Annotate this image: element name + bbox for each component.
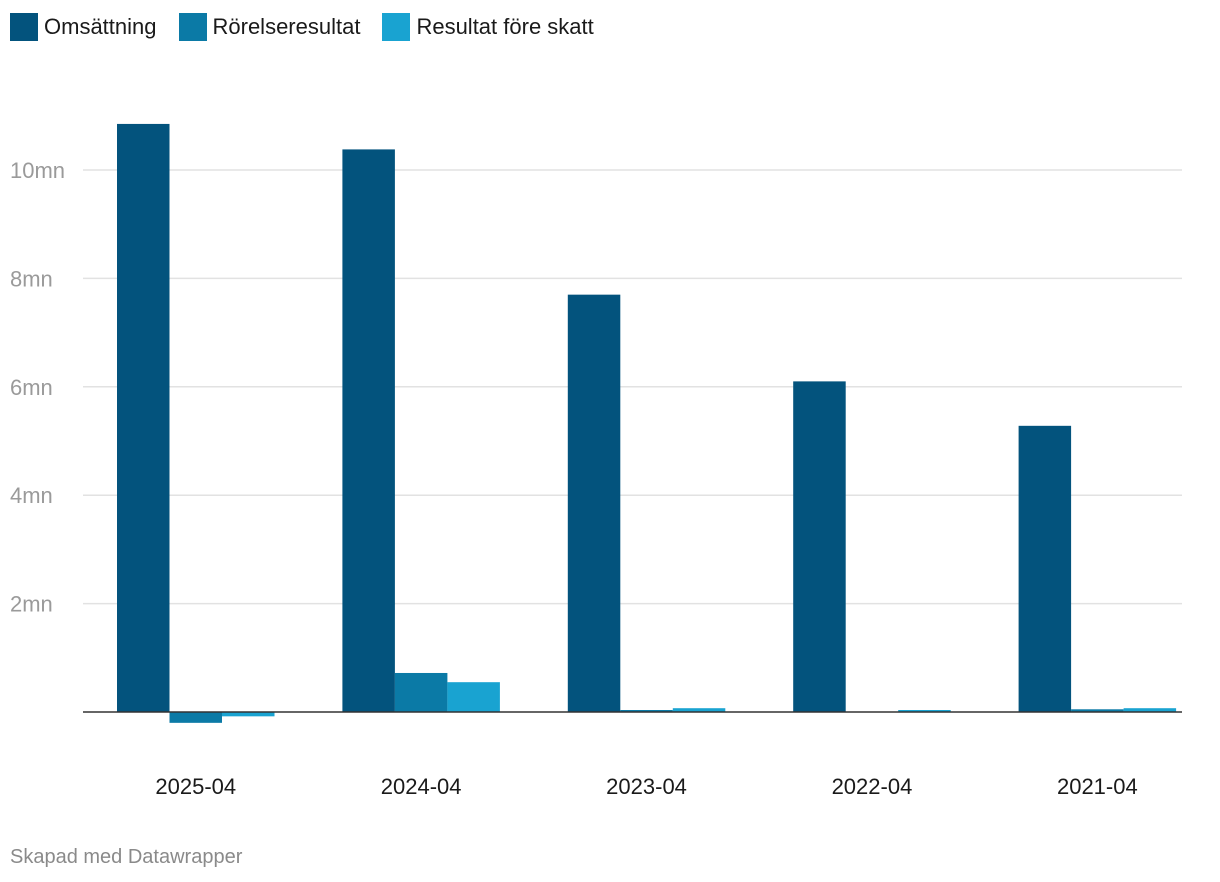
legend-label-omsattning: Omsättning [44, 14, 157, 39]
legend-swatch-omsattning [10, 13, 38, 41]
bar [394, 672, 448, 712]
legend-swatch-rorelseresultat [178, 13, 207, 41]
bar [1018, 425, 1072, 712]
legend-item-rorelseresultat: Rörelseresultat [178, 13, 361, 41]
y-tick-label: 4mn [10, 483, 53, 508]
y-tick-label: 2mn [10, 592, 53, 617]
legend-swatch-resultat-fore-skatt [382, 13, 411, 41]
bar [1123, 708, 1177, 712]
bar [1071, 709, 1124, 712]
bar [567, 294, 621, 712]
legend-label-rorelseresultat: Rörelseresultat [212, 14, 361, 39]
legend-label-resultat-fore-skatt: Resultat före skatt [416, 14, 594, 39]
bar [117, 123, 170, 713]
y-tick-label: 8mn [10, 266, 53, 291]
x-tick-label: 2023-04 [606, 774, 687, 799]
x-tick-label: 2024-04 [381, 774, 462, 799]
bar [898, 710, 951, 712]
bar [793, 381, 846, 712]
bar [222, 712, 275, 717]
legend-item-omsattning: Omsättning [10, 13, 157, 41]
x-tick-label: 2025-04 [155, 774, 236, 799]
bar [672, 708, 726, 712]
bar [620, 710, 673, 712]
y-tick-label: 10mn [10, 158, 65, 183]
legend-item-resultat-fore-skatt: Resultat före skatt [382, 13, 594, 41]
bar [342, 149, 395, 713]
footer-credit: Skapad med Datawrapper [10, 846, 243, 868]
x-tick-label: 2021-04 [1057, 774, 1138, 799]
x-tick-label: 2022-04 [832, 774, 913, 799]
y-tick-label: 6mn [10, 375, 53, 400]
chart-legend: Omsättning Rörelseresultat Resultat före… [10, 13, 616, 41]
bar [169, 712, 222, 723]
bar [447, 682, 500, 712]
